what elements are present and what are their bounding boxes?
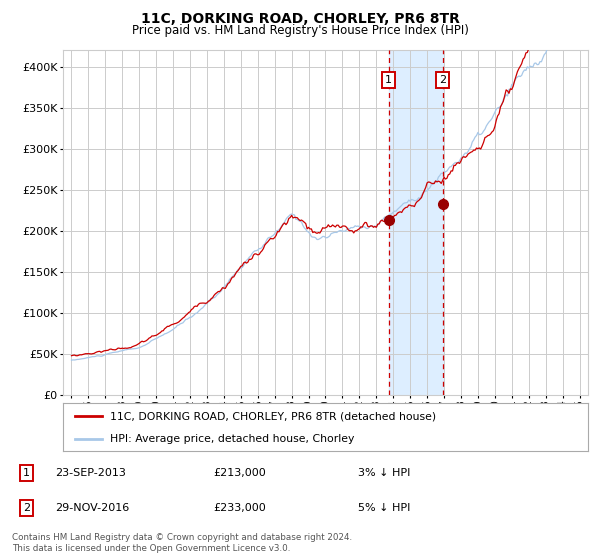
Text: Price paid vs. HM Land Registry's House Price Index (HPI): Price paid vs. HM Land Registry's House …: [131, 24, 469, 36]
Text: 29-NOV-2016: 29-NOV-2016: [55, 503, 130, 513]
Text: 11C, DORKING ROAD, CHORLEY, PR6 8TR: 11C, DORKING ROAD, CHORLEY, PR6 8TR: [140, 12, 460, 26]
Text: 2: 2: [23, 503, 30, 513]
Text: 2: 2: [439, 74, 446, 85]
Text: 3% ↓ HPI: 3% ↓ HPI: [358, 468, 410, 478]
Text: 1: 1: [385, 74, 392, 85]
Text: £233,000: £233,000: [214, 503, 266, 513]
Text: 11C, DORKING ROAD, CHORLEY, PR6 8TR (detached house): 11C, DORKING ROAD, CHORLEY, PR6 8TR (det…: [110, 411, 436, 421]
Text: HPI: Average price, detached house, Chorley: HPI: Average price, detached house, Chor…: [110, 434, 355, 444]
Text: 23-SEP-2013: 23-SEP-2013: [55, 468, 126, 478]
Text: Contains HM Land Registry data © Crown copyright and database right 2024.
This d: Contains HM Land Registry data © Crown c…: [12, 533, 352, 553]
Text: 5% ↓ HPI: 5% ↓ HPI: [358, 503, 410, 513]
Text: 1: 1: [23, 468, 30, 478]
Text: £213,000: £213,000: [214, 468, 266, 478]
Bar: [389, 50, 443, 395]
